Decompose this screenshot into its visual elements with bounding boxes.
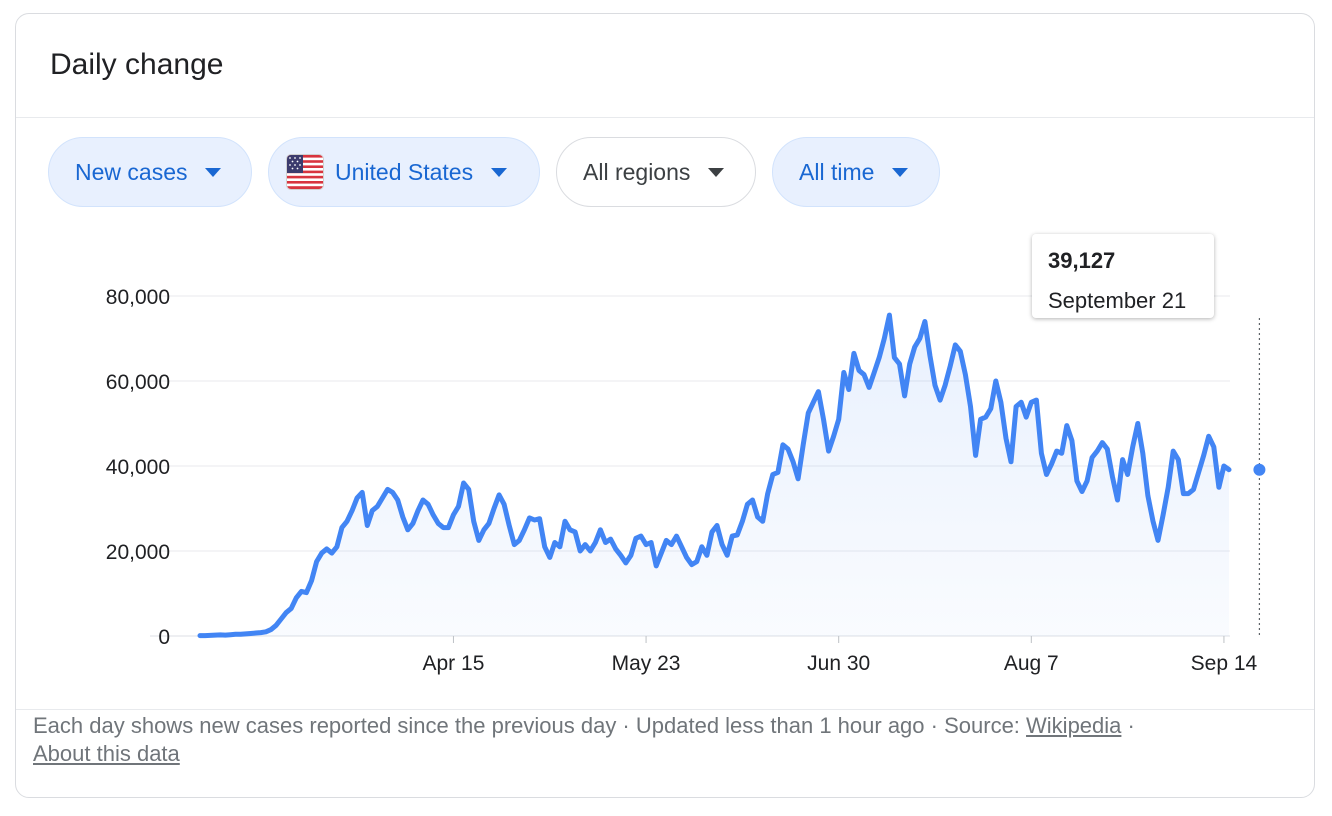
time-range-dropdown[interactable]: All time: [772, 137, 940, 207]
footnote-separator-2: ·: [1121, 713, 1135, 738]
metric-dropdown[interactable]: New cases: [48, 137, 252, 207]
chart-tooltip: 39,127 September 21: [1032, 234, 1214, 318]
x-tick-label: Jun 30: [807, 652, 870, 675]
footnote-text: Each day shows new cases reported since …: [33, 713, 925, 738]
chevron-down-icon: [205, 167, 222, 177]
tooltip-date: September 21: [1048, 288, 1187, 313]
y-tick-label: 80,000: [106, 286, 170, 309]
daily-cases-chart[interactable]: 0 20,000 40,000 60,000 80,000 Apr 15 May 23 Jun…: [0, 0, 1332, 700]
x-tick-label: Aug 7: [1004, 652, 1059, 675]
region-dropdown[interactable]: All regions: [556, 137, 756, 207]
highlight-point: [1253, 463, 1266, 476]
header-divider: [16, 117, 1314, 118]
footer-divider: [16, 709, 1314, 710]
region-dropdown-label: All regions: [583, 158, 691, 185]
chevron-down-icon: [708, 167, 725, 177]
chevron-down-icon: [892, 167, 909, 177]
y-tick-label: 0: [158, 626, 170, 649]
chevron-down-icon: [491, 167, 508, 177]
wikipedia-link[interactable]: Wikipedia: [1026, 713, 1122, 738]
y-tick-label: 40,000: [106, 456, 170, 479]
card-title: Daily change: [50, 48, 224, 81]
metric-dropdown-label: New cases: [75, 158, 188, 185]
tooltip-value: 39,127: [1048, 248, 1116, 273]
cases-area: [200, 315, 1229, 636]
chart-footnote: Each day shows new cases reported since …: [33, 712, 1273, 768]
source-label: Source:: [944, 713, 1027, 738]
about-this-data-link[interactable]: About this data: [33, 741, 180, 766]
x-tick-label: Apr 15: [423, 652, 485, 675]
footnote-separator: ·: [924, 713, 945, 738]
y-tick-label: 60,000: [106, 371, 170, 394]
time-range-dropdown-label: All time: [799, 158, 875, 185]
x-tick-label: Sep 14: [1191, 652, 1258, 675]
us-flag-icon: [287, 155, 323, 189]
cases-line: [197, 312, 1232, 639]
country-dropdown[interactable]: United States: [268, 137, 540, 207]
x-tick-label: May 23: [612, 652, 681, 675]
y-tick-label: 20,000: [106, 541, 170, 564]
country-dropdown-label: United States: [335, 158, 474, 185]
